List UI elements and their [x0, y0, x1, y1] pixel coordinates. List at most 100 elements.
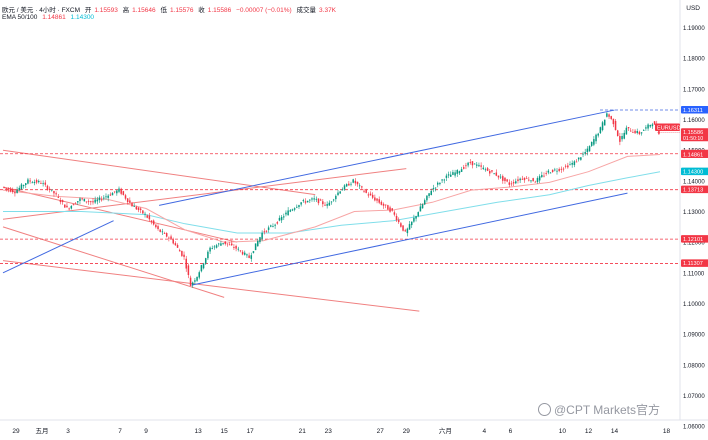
candle-body	[309, 199, 311, 201]
y-tick-label: 1.11000	[683, 271, 705, 277]
candle-body	[640, 132, 643, 134]
price-label: 1.12101	[683, 237, 703, 243]
candle-body	[133, 206, 135, 207]
candle-body	[330, 201, 333, 203]
candle-body	[614, 120, 617, 131]
candle-body	[293, 208, 296, 210]
candle-body	[547, 170, 550, 173]
candle-body	[311, 198, 313, 200]
candle-body	[339, 191, 341, 194]
candle-body	[7, 188, 10, 190]
candle-body	[181, 250, 183, 256]
candle-body	[53, 191, 55, 194]
candle-body	[625, 127, 628, 135]
candle-body	[469, 162, 472, 164]
candle-body	[454, 172, 456, 176]
candle-body	[77, 201, 79, 203]
candle-body	[159, 229, 161, 232]
y-tick-label: 1.08000	[683, 363, 705, 369]
candle-body	[64, 204, 66, 208]
candle-body	[233, 247, 235, 248]
x-tick-label: 3	[66, 428, 70, 435]
candle-body	[165, 233, 168, 237]
candle-body	[170, 236, 172, 239]
price-label-bg	[681, 235, 708, 243]
candle-body	[484, 169, 487, 171]
candle-body	[523, 177, 526, 181]
candle-body	[590, 141, 593, 146]
candle-body	[14, 192, 16, 194]
channel-line	[2, 220, 114, 274]
candle-body	[534, 181, 537, 183]
candle-body	[593, 139, 595, 145]
candle-body	[57, 197, 60, 198]
candle-body	[148, 215, 151, 220]
candle-body	[508, 182, 511, 185]
candle-body	[263, 231, 266, 233]
candle-body	[408, 224, 411, 230]
price-label: 1.14861	[683, 152, 703, 158]
candle-body	[113, 191, 116, 193]
volume-value: 3.37K	[319, 7, 337, 14]
candle-body	[280, 216, 283, 221]
candle-body	[324, 204, 326, 206]
candle-body	[191, 282, 194, 285]
candle-body	[517, 179, 519, 181]
currency-label[interactable]: USD	[686, 5, 700, 12]
candle-body	[291, 209, 294, 211]
candle-body	[515, 181, 517, 184]
candle-body	[452, 172, 454, 175]
ema100-value: 1.14300	[70, 14, 95, 21]
candle-body	[85, 201, 88, 203]
x-tick-label: 18	[663, 428, 671, 435]
candle-body	[185, 258, 187, 269]
y-tick-label: 1.14000	[683, 179, 705, 185]
candle-body	[131, 203, 133, 207]
candle-body	[304, 201, 307, 203]
candle-body	[213, 246, 216, 248]
candle-body	[122, 191, 125, 195]
candle-body	[319, 199, 322, 201]
candle-body	[228, 244, 231, 246]
candle-body	[554, 169, 556, 171]
ema-legend[interactable]: EMA 50/100 1.14861 1.14300	[2, 14, 97, 21]
candle-body	[358, 185, 361, 187]
candle-body	[235, 245, 237, 249]
candle-body	[317, 198, 320, 204]
candle-body	[198, 272, 200, 278]
candle-body	[395, 215, 398, 221]
x-tick-label: 7	[118, 428, 122, 435]
candle-body	[528, 179, 530, 181]
candle-body	[270, 225, 272, 227]
trend-line	[2, 260, 420, 312]
candle-body	[79, 198, 81, 201]
candle-body	[632, 132, 634, 133]
candle-body	[397, 219, 400, 223]
candle-body	[486, 168, 489, 171]
candle-body	[239, 250, 242, 252]
candle-body	[313, 198, 315, 200]
candle-body	[434, 187, 437, 189]
candle-body	[163, 233, 166, 234]
x-tick-label: 21	[299, 428, 307, 435]
y-tick-label: 1.17000	[683, 87, 705, 93]
y-tick-label: 1.18000	[683, 57, 705, 63]
candle-body	[48, 188, 51, 190]
x-tick-label: 六月	[439, 426, 452, 435]
candle-body	[187, 265, 190, 275]
candle-body	[157, 226, 159, 230]
x-tick-label: 9	[144, 428, 148, 435]
candle-body	[248, 255, 250, 258]
candle-body	[460, 169, 463, 172]
symbol-title[interactable]: 欧元 / 美元 · 4小时 · FXCM	[2, 7, 80, 14]
candle-body	[35, 179, 38, 183]
candle-body	[259, 237, 261, 243]
ema100-line	[3, 171, 661, 234]
candle-body	[124, 195, 127, 199]
price-label-bg	[655, 123, 680, 132]
candle-body	[430, 190, 433, 195]
candle-body	[404, 230, 406, 232]
candle-body	[571, 162, 573, 165]
candle-body	[241, 251, 244, 255]
